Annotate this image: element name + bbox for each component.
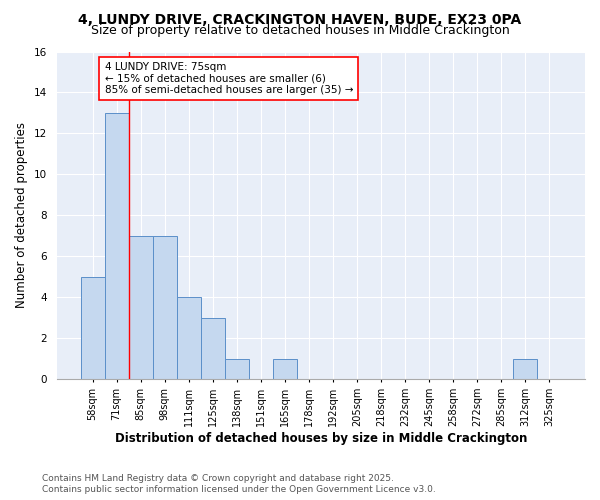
Text: Size of property relative to detached houses in Middle Crackington: Size of property relative to detached ho… [91,24,509,37]
Bar [176,298,200,380]
Bar [200,318,224,380]
X-axis label: Distribution of detached houses by size in Middle Crackington: Distribution of detached houses by size … [115,432,527,445]
Bar [224,359,248,380]
Bar [152,236,176,380]
Bar [513,359,537,380]
Bar [80,277,104,380]
Bar [104,113,128,380]
Text: Contains HM Land Registry data © Crown copyright and database right 2025.
Contai: Contains HM Land Registry data © Crown c… [42,474,436,494]
Text: 4, LUNDY DRIVE, CRACKINGTON HAVEN, BUDE, EX23 0PA: 4, LUNDY DRIVE, CRACKINGTON HAVEN, BUDE,… [79,12,521,26]
Bar [128,236,152,380]
Bar [273,359,297,380]
Text: 4 LUNDY DRIVE: 75sqm
← 15% of detached houses are smaller (6)
85% of semi-detach: 4 LUNDY DRIVE: 75sqm ← 15% of detached h… [104,62,353,95]
Y-axis label: Number of detached properties: Number of detached properties [15,122,28,308]
